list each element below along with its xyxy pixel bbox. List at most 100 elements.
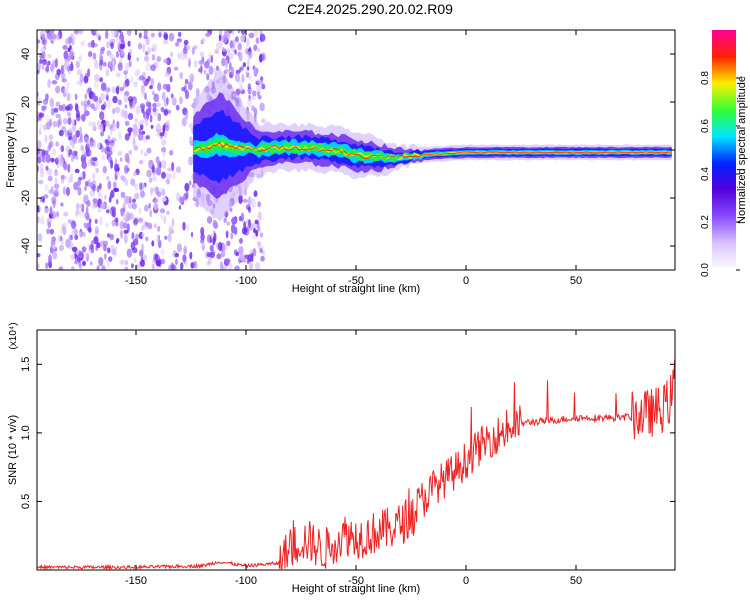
noise-speck bbox=[212, 219, 218, 228]
noise-speck bbox=[147, 222, 153, 230]
noise-speck bbox=[87, 159, 92, 167]
noise-speck bbox=[38, 179, 44, 185]
noise-speck bbox=[80, 40, 86, 47]
noise-speck bbox=[119, 31, 124, 36]
noise-speck bbox=[78, 30, 84, 35]
noise-speck bbox=[253, 227, 256, 234]
noise-speck bbox=[44, 67, 49, 72]
noise-speck bbox=[94, 73, 100, 82]
noise-speck bbox=[219, 261, 224, 270]
noise-speck bbox=[118, 131, 123, 141]
noise-speck bbox=[74, 103, 79, 112]
noise-speck bbox=[70, 254, 75, 260]
noise-speck bbox=[141, 225, 144, 231]
noise-speck bbox=[78, 54, 83, 62]
noise-speck bbox=[37, 62, 42, 70]
noise-speck bbox=[206, 234, 212, 243]
noise-speck bbox=[256, 47, 261, 53]
noise-speck bbox=[171, 218, 175, 227]
noise-speck bbox=[75, 155, 79, 161]
noise-speck bbox=[81, 161, 87, 169]
noise-speck bbox=[177, 31, 182, 37]
noise-speck bbox=[67, 111, 72, 117]
noise-speck bbox=[101, 264, 106, 270]
noise-speck bbox=[184, 260, 188, 267]
noise-speck bbox=[215, 42, 221, 51]
noise-speck bbox=[179, 96, 183, 105]
noise-speck bbox=[138, 32, 142, 39]
noise-speck bbox=[103, 253, 107, 260]
noise-speck bbox=[110, 42, 114, 50]
noise-speck bbox=[259, 248, 263, 254]
noise-speck bbox=[234, 265, 240, 270]
noise-speck bbox=[102, 165, 108, 174]
noise-speck bbox=[208, 52, 211, 60]
noise-speck bbox=[53, 183, 60, 189]
noise-speck bbox=[154, 186, 159, 196]
noise-speck bbox=[92, 172, 96, 180]
noise-speck bbox=[84, 185, 87, 191]
noise-speck bbox=[242, 62, 246, 68]
signal-band-layer bbox=[193, 137, 672, 162]
spectrogram-x-label: Height of straight line (km) bbox=[292, 283, 420, 295]
noise-speck bbox=[69, 138, 74, 147]
noise-speck bbox=[186, 224, 190, 232]
noise-speck bbox=[227, 48, 231, 54]
noise-speck bbox=[153, 203, 159, 210]
noise-speck bbox=[99, 216, 103, 226]
noise-speck bbox=[259, 33, 266, 42]
noise-speck bbox=[166, 178, 170, 185]
noise-speck bbox=[110, 244, 115, 250]
noise-speck bbox=[64, 59, 69, 70]
noise-speck bbox=[256, 78, 260, 83]
noise-speck bbox=[88, 51, 93, 58]
noise-speck bbox=[201, 243, 205, 251]
noise-speck bbox=[221, 243, 228, 252]
noise-speck bbox=[44, 134, 48, 144]
noise-speck bbox=[54, 168, 58, 177]
noise-speck bbox=[93, 106, 97, 111]
noise-speck bbox=[164, 235, 168, 240]
noise-speck bbox=[42, 60, 48, 66]
noise-speck bbox=[130, 76, 134, 83]
noise-speck bbox=[150, 124, 154, 129]
noise-speck bbox=[75, 80, 80, 85]
noise-speck bbox=[171, 97, 177, 106]
noise-speck bbox=[241, 227, 248, 235]
snr-line-group bbox=[37, 359, 675, 570]
noise-speck bbox=[240, 30, 246, 35]
noise-speck bbox=[132, 129, 138, 135]
noise-speck bbox=[151, 263, 155, 270]
noise-speck bbox=[55, 101, 61, 107]
noise-speck bbox=[229, 40, 234, 49]
noise-speck bbox=[208, 65, 214, 76]
noise-speck bbox=[194, 202, 197, 207]
noise-speck bbox=[86, 99, 91, 105]
noise-speck bbox=[262, 250, 265, 256]
noise-speck bbox=[151, 259, 157, 265]
noise-speck bbox=[92, 161, 96, 167]
noise-speck bbox=[105, 68, 110, 77]
noise-speck bbox=[108, 124, 113, 130]
spectrogram-x-axis: -150 -100 -50 0 50 bbox=[125, 30, 582, 287]
noise-speck bbox=[47, 60, 51, 66]
noise-speck bbox=[110, 189, 115, 199]
x-tick-label: -150 bbox=[125, 575, 147, 587]
noise-speck bbox=[141, 88, 145, 97]
noise-speck bbox=[252, 248, 257, 257]
noise-speck bbox=[223, 217, 227, 223]
noise-speck bbox=[124, 195, 130, 205]
x-tick-label: -50 bbox=[348, 275, 364, 287]
noise-speck bbox=[239, 84, 244, 93]
noise-speck bbox=[190, 262, 195, 269]
noise-speck bbox=[112, 108, 116, 115]
noise-speck bbox=[132, 247, 138, 254]
noise-speck bbox=[207, 257, 212, 265]
noise-speck bbox=[199, 51, 204, 58]
noise-speck bbox=[157, 82, 162, 92]
noise-speck bbox=[91, 30, 97, 36]
noise-speck bbox=[140, 243, 145, 252]
noise-speck bbox=[98, 256, 104, 267]
noise-speck bbox=[83, 100, 88, 107]
noise-speck bbox=[45, 165, 49, 171]
